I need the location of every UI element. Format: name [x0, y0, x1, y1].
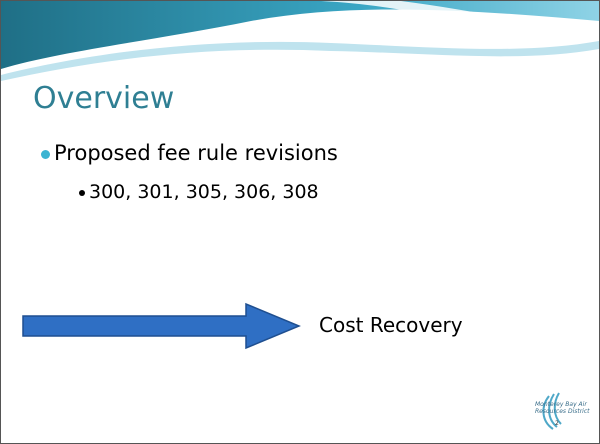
bullet-dot [41, 149, 50, 159]
sub-bullet-text: 300, 301, 305, 306, 308 [89, 181, 319, 203]
header-wave [1, 1, 599, 69]
bullet-dot [79, 189, 85, 196]
logo-icon [542, 392, 562, 430]
arrow [22, 302, 301, 350]
bullet-text: Proposed fee rule revisions [54, 141, 338, 165]
page-number: 2 [555, 420, 559, 427]
logo-line: Resources District [535, 408, 590, 415]
header-highlight [321, 1, 599, 42]
logo-line: Monterey Bay Air [535, 401, 587, 408]
arrow-label: Cost Recovery [319, 313, 463, 337]
sub-bullet: 300, 301, 305, 306, 308 [79, 181, 319, 203]
logo-text: Monterey Bay Air Resources District [535, 401, 590, 415]
header-wave-light [1, 41, 599, 81]
bullet: Proposed fee rule revisions [41, 141, 338, 165]
slide-title: Overview [33, 81, 175, 116]
